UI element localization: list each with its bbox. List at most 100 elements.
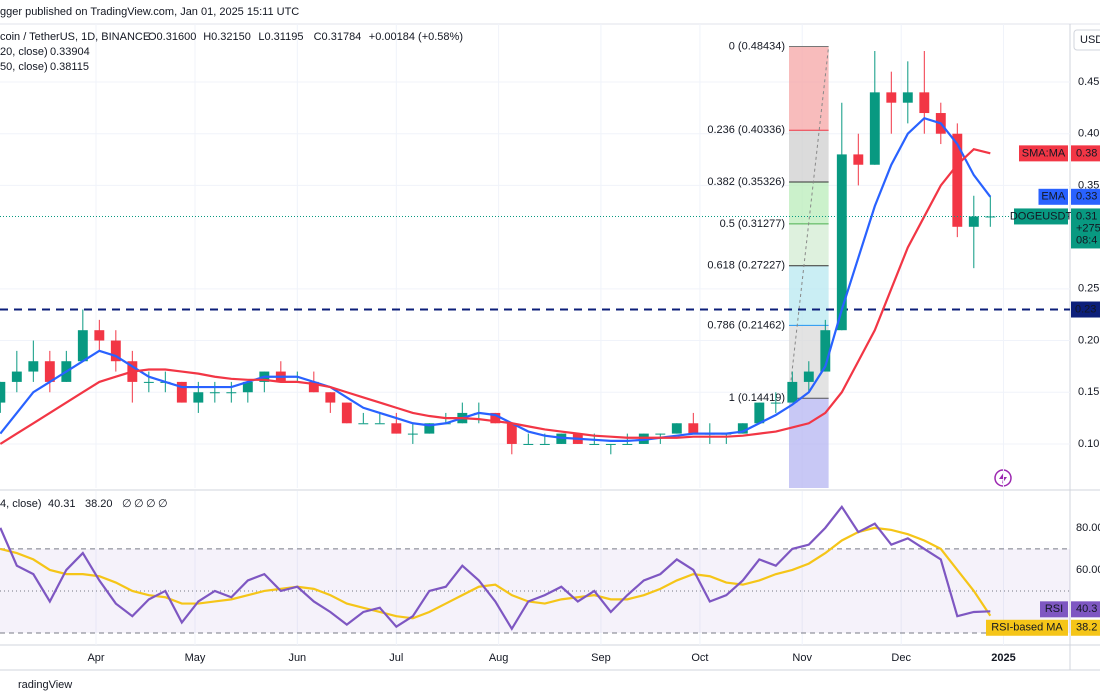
candle-body (308, 381, 319, 393)
y-tick-label: 0.45 (1078, 76, 1099, 88)
series-value-tag-text: 0.38 (1076, 147, 1097, 159)
ohlc-value: +0.00184 (+0.58%) (369, 31, 463, 43)
x-tick-label: Oct (691, 652, 708, 664)
x-tick-label: Apr (87, 652, 104, 664)
rsi-name-tag (1040, 601, 1068, 618)
candle-body (787, 381, 798, 403)
rsi-pane (0, 491, 1070, 645)
ohlc-value: H0.32150 (203, 31, 251, 43)
rsi-legend-value: ∅ (146, 498, 156, 510)
candle-body (688, 423, 699, 434)
candle-body (836, 154, 847, 331)
rsi-name-tag (986, 619, 1068, 636)
x-tick-label: May (185, 652, 206, 664)
y-tick-label: 0.10 (1078, 438, 1099, 450)
fib-label: 0.786 (0.21462) (707, 319, 785, 331)
candle-body (193, 392, 204, 403)
candle-body (869, 92, 880, 165)
candle-body (655, 433, 666, 435)
rsi-legend-value: ∅ (122, 498, 132, 510)
candle-body (110, 340, 121, 362)
y-tick-label: 0.25 (1078, 283, 1099, 295)
series-line (0, 526, 992, 620)
candle-body (523, 443, 534, 445)
rsi-name-tag-text: RSI-based MA (991, 622, 1063, 634)
series-name-tag (1038, 188, 1068, 205)
x-tick-label: Jun (288, 652, 306, 664)
candle-body (11, 371, 22, 382)
fib-label: 0 (0.48434) (729, 40, 785, 52)
rsi-band (0, 548, 1070, 634)
candle-body (886, 92, 897, 103)
fib-band (789, 398, 829, 488)
candle-body (341, 402, 352, 424)
symbol-value-line: 0.31 (1076, 210, 1097, 222)
price-pane: 0 (0.48434) 0.236 (0.40336) 0.382 (0.35326… (0, 24, 1070, 488)
rsi-value-tag (1071, 619, 1100, 636)
rsi-tick-label: 60.00 (1076, 564, 1100, 576)
indicator-legend: 20, close) (0, 46, 48, 58)
fib-band (789, 223, 829, 266)
candle-body (176, 381, 187, 403)
candle-body (622, 443, 633, 445)
candle-body (589, 443, 600, 445)
candle-body (754, 402, 765, 424)
fib-band (789, 130, 829, 183)
fib-label: 0.236 (0.40336) (707, 124, 785, 136)
rsi-legend-value: 40.31 (48, 498, 76, 510)
ohlc-value: O0.31600 (148, 31, 196, 43)
symbol-value-line: 08:4 (1076, 234, 1097, 246)
alert-icon (994, 469, 1012, 487)
y-tick-label: 0.15 (1078, 386, 1099, 398)
footer-brand: radingView (18, 679, 72, 691)
y-tick-label: 0.40 (1078, 128, 1099, 140)
candle-body (952, 133, 963, 227)
candle-body (44, 361, 55, 382)
series-line (0, 504, 991, 631)
symbol-name-tag-text: DOGEUSDT (1010, 210, 1073, 222)
ohlc-value: C0.31784 (314, 31, 362, 43)
rsi-value-tag-text: 38.2 (1076, 622, 1097, 634)
candle-body (820, 330, 831, 372)
series-name-tag-text: SMA:MA (1022, 147, 1066, 159)
fib-label: 1 (0.14419) (729, 392, 785, 404)
candle-body (226, 392, 237, 394)
candle-body (671, 423, 682, 434)
indicator-legend-value: 0.38115 (50, 61, 89, 73)
candle-body (374, 423, 385, 425)
rsi-legend-value: ∅ (158, 498, 168, 510)
rsi-value-tag-text: 40.3 (1076, 603, 1097, 615)
level-tag (1071, 301, 1100, 318)
fib-band (789, 182, 829, 224)
candle-body (77, 330, 88, 362)
fib-band (789, 265, 829, 326)
series-value-tag (1071, 188, 1100, 205)
series-value-tag-text: 0.33 (1076, 191, 1097, 203)
fib-label: 0.382 (0.35326) (707, 176, 785, 188)
candle-body (539, 443, 550, 445)
overlay: Apr May Jun Jul Aug Sep Oct Nov Dec 2025 0.45 0.40 0… (0, 29, 1100, 664)
series-name-tag-text: EMA (1041, 191, 1066, 203)
candle-body (242, 381, 253, 393)
rsi-legend-value: 38.20 (85, 498, 113, 510)
candle-body (853, 154, 864, 165)
candle-body (209, 392, 220, 394)
x-tick-label: 2025 (991, 652, 1015, 664)
rsi-tick-label: 80.00 (1076, 522, 1100, 534)
candle-body (424, 423, 435, 434)
candle-body (490, 412, 501, 424)
currency-box (1073, 29, 1100, 51)
x-tick-label: Sep (591, 652, 611, 664)
candle-body (506, 423, 517, 444)
candle-body (325, 392, 336, 403)
rsi-name-tag-text: RSI (1045, 603, 1063, 615)
candle-body (605, 443, 616, 445)
candle-body (770, 402, 781, 404)
x-tick-label: Dec (891, 652, 911, 664)
candle-body (391, 423, 402, 434)
rsi-value-tag (1071, 601, 1100, 618)
level-tag-text: 0.23 (1075, 303, 1096, 315)
candle-body (358, 423, 369, 425)
